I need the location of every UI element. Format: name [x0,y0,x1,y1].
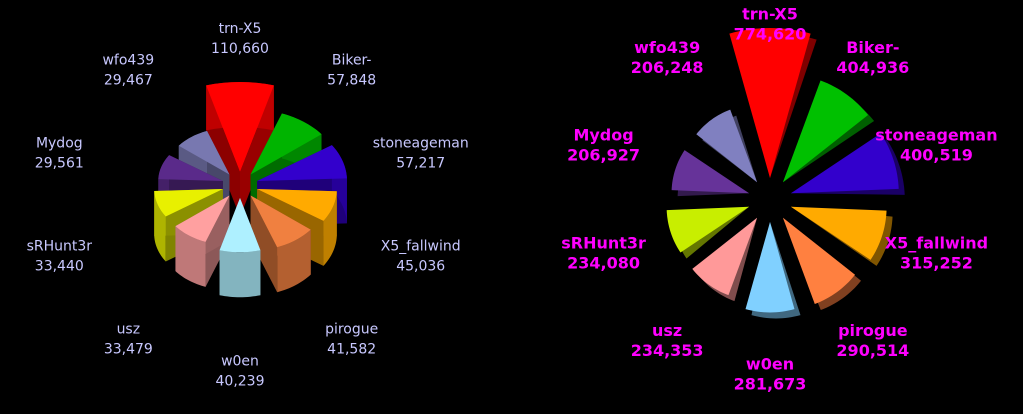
slice-face [178,130,230,175]
slice [219,197,261,298]
slice-label: sRHunt3r [561,234,646,253]
value-label: 45,036 [396,258,445,274]
value-label: 57,848 [327,73,376,89]
slice-face [154,189,223,217]
slice-label: usz [652,321,682,340]
slice-face [206,82,274,173]
value-label: 290,514 [836,341,909,360]
value-label: 281,673 [734,375,807,394]
slice-label: X5_fallwind [381,238,461,254]
slice-face [175,195,230,242]
slice [666,206,750,259]
value-label: 234,080 [567,254,640,273]
slice-label: stoneageman [875,125,997,144]
value-label: 234,353 [631,341,704,360]
slice-label: Biker- [846,38,899,57]
slice-face [666,206,750,253]
slice [671,150,750,197]
slice-label: sRHunt3r [27,238,93,254]
slice [175,195,230,287]
slice-face [154,190,166,262]
value-label: 29,467 [104,73,153,89]
slice [782,80,875,183]
slice [729,28,817,178]
slice [250,195,311,293]
slice-face [277,229,311,293]
slice-face [671,150,750,194]
slice [745,222,801,319]
slice-label: w0en [221,353,259,369]
slice-face [250,113,322,175]
value-label: 206,248 [631,58,704,77]
value-label: 400,519 [900,145,973,164]
value-label: 404,936 [836,58,909,77]
slice-label: Biker- [332,53,372,69]
slice-label: Mydog [573,125,633,144]
slice-face [745,222,795,313]
slice [782,217,862,310]
slice-face [323,191,337,266]
slice-face [219,250,261,298]
slice [206,82,274,218]
value-label: 110,660 [211,41,269,57]
slice-face [782,217,856,304]
slice [696,109,758,183]
value-label: 206,927 [567,145,640,164]
slice-label: X5_fallwind [885,234,988,253]
slice-face [175,226,206,287]
value-label: 315,252 [900,254,973,273]
slice-face [790,133,899,194]
slice-face [790,206,887,260]
slice-face [696,109,758,183]
value-label: 29,561 [35,156,84,172]
slice [790,133,905,195]
slice [692,217,758,302]
slice-face [250,195,311,248]
slice-face [257,189,337,221]
slice-label: Mydog [36,136,83,152]
value-label: 57,217 [396,156,445,172]
slice-label: pirogue [325,321,378,337]
value-label: 33,479 [104,341,153,357]
slice-label: stoneageman [373,136,469,152]
slice-label: wfo439 [102,53,154,69]
slice-label: wfo439 [634,38,700,57]
slice-label: trn-X5 [219,21,262,37]
value-label: 33,440 [35,258,84,274]
slice-face [219,197,261,253]
slice-face [158,155,223,181]
slice-label: usz [117,321,141,337]
value-label: 41,582 [327,341,376,357]
slice [790,206,893,266]
slice-face [692,217,758,296]
value-label: 774,620 [734,25,807,44]
value-label: 40,239 [216,373,265,389]
slice-label: trn-X5 [742,5,798,24]
slice-face [782,80,869,183]
slice-face [257,145,347,181]
slice-face [729,28,811,178]
slice-label: w0en [746,355,794,374]
slice-face [250,195,278,293]
slice-label: pirogue [838,321,908,340]
